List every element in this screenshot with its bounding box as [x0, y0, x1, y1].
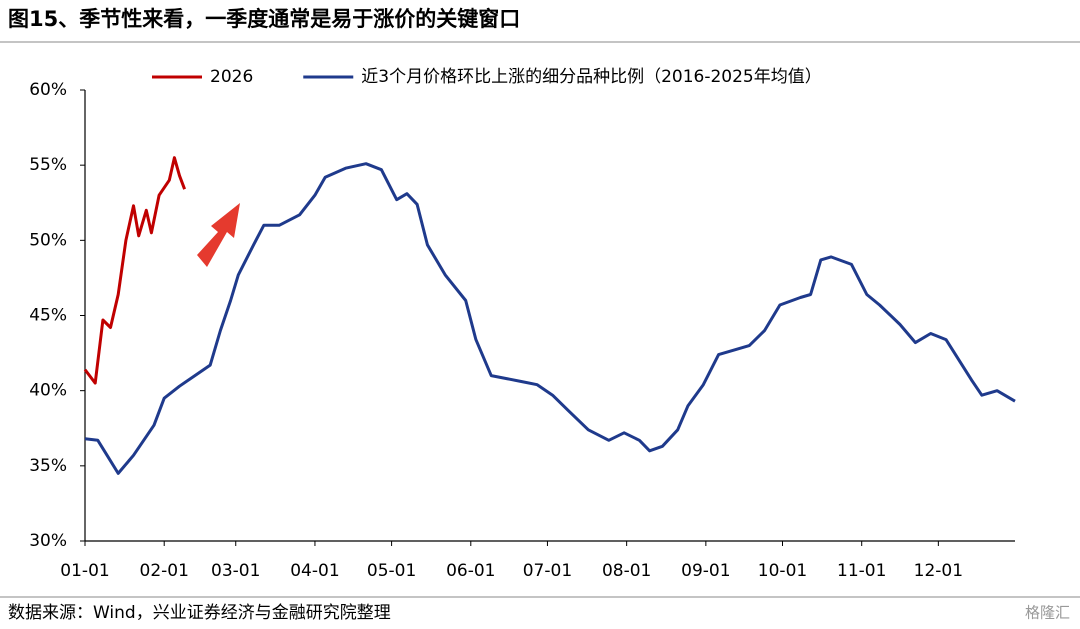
legend-label: 2026: [210, 67, 253, 87]
y-tick-label: 45%: [29, 306, 67, 326]
y-tick-label: 40%: [29, 381, 67, 401]
x-tick-label: 04-01: [290, 561, 339, 581]
x-tick-label: 06-01: [446, 561, 495, 581]
y-tick-label: 30%: [29, 531, 67, 551]
x-tick-label: 11-01: [837, 561, 886, 581]
y-tick-label: 60%: [29, 80, 67, 100]
x-tick-label: 09-01: [681, 561, 730, 581]
x-tick-label: 07-01: [523, 561, 572, 581]
y-tick-label: 55%: [29, 155, 67, 175]
logo: 格隆汇: [1025, 604, 1070, 622]
chart-title: 图15、季节性来看，一季度通常是易于涨价的关键窗口: [8, 7, 520, 31]
x-tick-label: 12-01: [914, 561, 963, 581]
legend-label: 近3个月价格环比上涨的细分品种比例（2016-2025年均值）: [361, 67, 821, 87]
series-line: [83, 156, 187, 385]
x-tick-label: 02-01: [140, 561, 189, 581]
trend-arrow: [197, 203, 240, 267]
x-tick-label: 05-01: [367, 561, 416, 581]
source-note: 数据来源：Wind，兴业证券经济与金融研究院整理: [8, 603, 391, 623]
y-tick-label: 35%: [29, 456, 67, 476]
y-tick-label: 50%: [29, 230, 67, 250]
x-tick-label: 10-01: [758, 561, 807, 581]
x-tick-label: 01-01: [60, 561, 109, 581]
series-line: [84, 162, 1016, 475]
x-tick-label: 03-01: [211, 561, 260, 581]
x-tick-label: 08-01: [602, 561, 651, 581]
